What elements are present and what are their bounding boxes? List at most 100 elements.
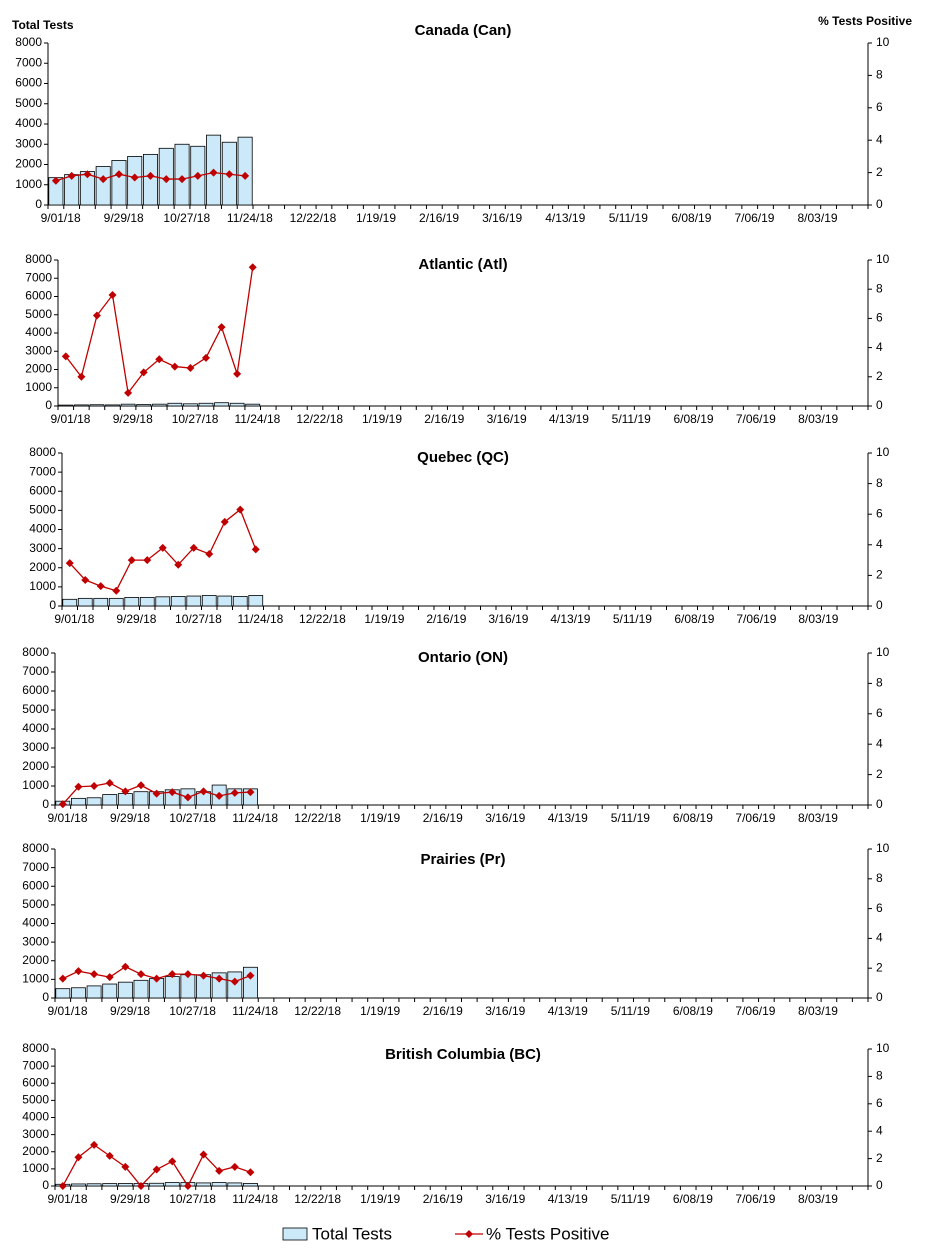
line-marker <box>168 788 177 797</box>
y2-tick-label: 8 <box>876 871 883 885</box>
y-tick-label: 6000 <box>25 289 52 303</box>
y-tick-label: 2000 <box>25 362 52 376</box>
x-tick-label: 9/29/18 <box>110 1004 150 1018</box>
y-tick-label: 7000 <box>15 55 42 69</box>
y2-tick-label: 2 <box>876 960 883 974</box>
line-marker <box>225 170 234 179</box>
y2-axis-title: % Tests Positive <box>818 14 912 28</box>
x-tick-label: 9/29/18 <box>104 211 144 225</box>
x-tick-label: 7/06/19 <box>734 211 774 225</box>
y2-tick-label: 6 <box>876 100 883 114</box>
y2-tick-label: 4 <box>876 736 883 750</box>
y2-tick-label: 4 <box>876 931 883 945</box>
bar <box>89 404 105 407</box>
x-tick-label: 10/27/18 <box>169 811 216 825</box>
y-tick-label: 5000 <box>25 307 52 321</box>
y-tick-label: 1000 <box>22 972 49 986</box>
line-marker <box>170 362 179 371</box>
x-tick-label: 2/16/19 <box>423 811 463 825</box>
line-marker <box>241 171 250 180</box>
line-marker <box>67 171 76 180</box>
x-tick-label: 5/11/19 <box>612 412 651 426</box>
x-tick-label: 9/01/18 <box>50 412 90 426</box>
y2-tick-label: 6 <box>876 706 883 720</box>
line-marker <box>74 782 83 791</box>
line-marker <box>65 559 74 568</box>
y2-tick-label: 10 <box>876 35 890 49</box>
line-marker <box>199 1150 208 1159</box>
x-tick-label: 2/16/19 <box>426 612 466 626</box>
y2-tick-label: 2 <box>876 1151 883 1165</box>
line-marker <box>199 971 208 980</box>
line-marker <box>246 971 255 980</box>
y2-tick-label: 0 <box>876 398 883 412</box>
y-tick-label: 5000 <box>22 702 49 716</box>
line-marker <box>248 263 257 272</box>
bar <box>196 1182 211 1187</box>
x-tick-label: 1/19/19 <box>356 211 396 225</box>
line-marker <box>121 1162 130 1171</box>
x-tick-label: 12/22/18 <box>290 211 337 225</box>
x-tick-label: 12/22/18 <box>296 412 343 426</box>
x-tick-label: 3/16/19 <box>485 811 525 825</box>
y-tick-label: 7000 <box>22 664 49 678</box>
x-tick-label: 6/08/19 <box>673 1004 713 1018</box>
y-tick-label: 0 <box>35 197 42 211</box>
y2-tick-label: 4 <box>876 1123 883 1137</box>
line-marker <box>215 974 224 983</box>
line-marker <box>74 1153 83 1162</box>
y-tick-label: 1000 <box>22 1161 49 1175</box>
y-tick-label: 6000 <box>29 483 56 497</box>
y-tick-label: 3000 <box>22 740 49 754</box>
line-marker <box>105 1151 114 1160</box>
line-marker <box>136 1182 145 1190</box>
chart-title: British Columbia (BC) <box>385 1046 541 1063</box>
x-tick-label: 8/03/19 <box>798 1192 838 1206</box>
line-marker <box>90 782 99 790</box>
line-marker <box>220 517 229 526</box>
legend-label: % Tests Positive <box>486 1224 609 1243</box>
y2-tick-label: 8 <box>876 281 883 295</box>
legend-label: Total Tests <box>312 1224 392 1243</box>
y-tick-label: 6000 <box>22 878 49 892</box>
y-tick-label: 1000 <box>29 579 56 593</box>
x-tick-label: 10/27/18 <box>163 211 210 225</box>
x-tick-label: 9/29/18 <box>110 1192 150 1206</box>
x-tick-label: 10/27/18 <box>169 1192 216 1206</box>
bar <box>167 402 183 407</box>
line-marker <box>61 352 70 361</box>
x-tick-label: 2/16/19 <box>423 1004 463 1018</box>
bar <box>139 596 155 607</box>
x-tick-label: 1/19/19 <box>360 1004 400 1018</box>
y2-tick-label: 10 <box>876 841 890 855</box>
line-marker <box>233 369 242 378</box>
x-tick-label: 3/16/19 <box>487 412 527 426</box>
line-marker <box>105 973 114 982</box>
y2-tick-label: 2 <box>876 767 883 781</box>
bar <box>242 966 258 999</box>
x-tick-label: 10/27/18 <box>172 412 219 426</box>
x-tick-label: 12/22/18 <box>294 1192 341 1206</box>
y-tick-label: 1000 <box>15 177 42 191</box>
bar <box>174 143 190 206</box>
x-tick-label: 9/01/18 <box>47 811 87 825</box>
line-marker <box>146 171 155 180</box>
x-tick-label: 9/01/18 <box>41 211 81 225</box>
bar <box>245 403 261 407</box>
y2-tick-label: 6 <box>876 1096 883 1110</box>
line-marker <box>193 171 202 180</box>
x-tick-label: 7/06/19 <box>736 412 776 426</box>
bar <box>117 981 133 999</box>
y2-tick-label: 8 <box>876 676 883 690</box>
y-tick-label: 5000 <box>29 503 56 517</box>
x-tick-label: 1/19/19 <box>360 811 400 825</box>
x-tick-label: 7/06/19 <box>736 612 776 626</box>
bar <box>62 598 78 607</box>
y-tick-label: 0 <box>42 990 49 1004</box>
bar <box>136 404 152 407</box>
line-marker <box>105 778 114 787</box>
bar <box>86 985 102 999</box>
line-marker <box>139 368 148 377</box>
line-marker <box>143 556 152 565</box>
